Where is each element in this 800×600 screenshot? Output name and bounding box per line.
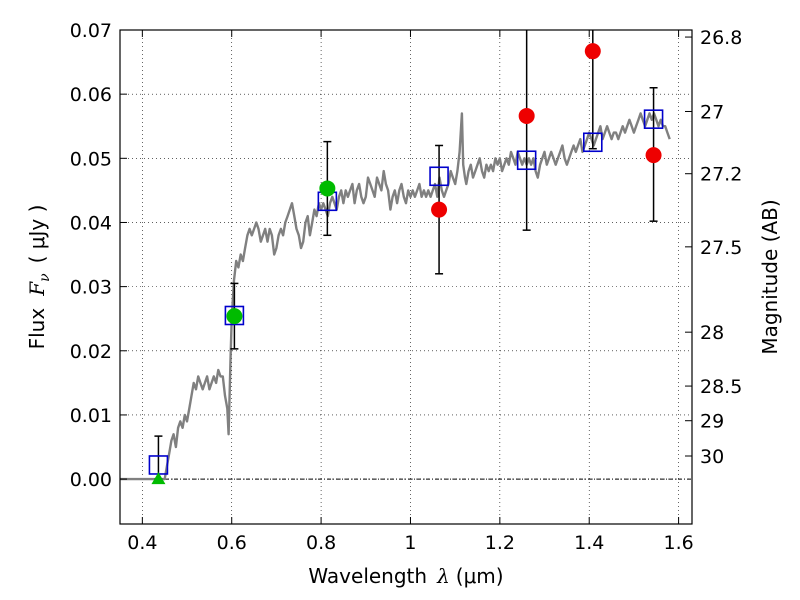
x-axis-ticks: 0.4 0.6 0.8 1 1.2 1.4 1.6 <box>127 30 694 554</box>
y-tick-label: 0.03 <box>70 277 112 299</box>
plot-background <box>120 30 692 524</box>
y-tick-label: 0.04 <box>70 212 112 234</box>
y-axis-label: Flux <box>25 308 49 350</box>
green-point <box>226 308 243 325</box>
model-square <box>429 166 449 187</box>
red-point <box>584 43 601 60</box>
green-triangle <box>151 472 166 485</box>
model-square <box>516 150 537 171</box>
y2-tick-label: 27.5 <box>700 237 742 259</box>
y-tick-label: 0.06 <box>70 84 112 106</box>
model-square <box>643 109 664 129</box>
x-axis-math: λ <box>436 564 450 588</box>
y2-tick-label: 27.2 <box>700 164 742 186</box>
y-axis-unit: ( μJy ) <box>25 205 49 264</box>
y-tick-label: 0.00 <box>70 469 112 491</box>
y2-tick-label: 27 <box>700 101 724 123</box>
y-tick-label: 0.07 <box>70 20 112 42</box>
x-tick-label: 1.2 <box>485 532 515 554</box>
x-tick-label: 0.6 <box>217 532 247 554</box>
y2-tick-label: 28 <box>700 322 724 344</box>
x-tick-label: 1.6 <box>663 532 693 554</box>
y-tick-label: 0.01 <box>70 405 112 427</box>
y-axis-math: F <box>25 281 49 297</box>
y2-tick-label: 30 <box>700 446 724 468</box>
plot-frame <box>119 29 693 525</box>
x-tick-label: 1.4 <box>574 532 604 554</box>
y-axis-title: Flux Fν ( μJy ) <box>25 205 53 350</box>
model-square <box>582 132 603 153</box>
y2-tick-label: 29 <box>700 411 724 433</box>
x-axis-title: Wavelength λ (μm) <box>308 564 503 588</box>
green-point <box>319 180 336 197</box>
x-axis-label: Wavelength <box>308 564 427 588</box>
x-tick-label: 1 <box>404 532 416 554</box>
y-axis-ticks: 0.00 0.01 0.02 0.03 0.04 0.05 0.06 0.07 <box>70 20 127 491</box>
x-tick-label: 0.4 <box>127 532 157 554</box>
y2-tick-label: 26.8 <box>700 27 742 49</box>
y-axis-math-sub: ν <box>37 273 53 282</box>
y-tick-label: 0.05 <box>70 148 112 170</box>
red-point <box>431 201 448 218</box>
observed-points <box>151 43 662 485</box>
x-axis-unit: (μm) <box>456 564 504 588</box>
red-point <box>645 147 662 164</box>
y-tick-label: 0.02 <box>70 341 112 363</box>
red-point <box>518 107 535 124</box>
y2-axis-ticks: 26.8 27 27.2 27.5 28 28.5 29 30 <box>685 27 742 468</box>
model-square <box>224 305 245 326</box>
x-tick-label: 0.8 <box>306 532 336 554</box>
y2-tick-label: 28.5 <box>700 376 742 398</box>
y2-axis-title: Magnitude (AB) <box>758 199 782 354</box>
